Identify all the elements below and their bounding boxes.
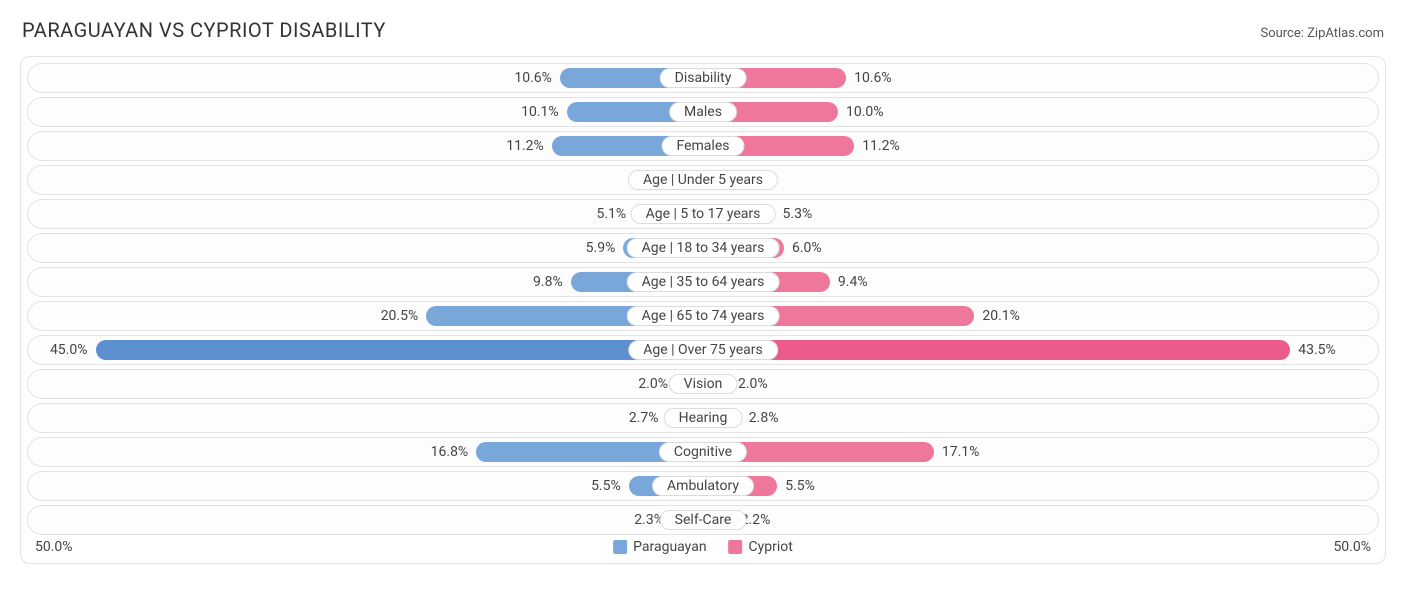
category-label: Males: [669, 102, 737, 122]
value-left: 10.6%: [514, 70, 552, 86]
category-label: Hearing: [664, 408, 743, 428]
chart-row: 2.0%1.3%Age | Under 5 years: [27, 165, 1379, 195]
chart-row: 2.3%2.2%Self-Care: [27, 505, 1379, 535]
value-left: 5.5%: [591, 478, 621, 494]
category-label: Self-Care: [660, 510, 747, 530]
value-right: 5.5%: [785, 478, 815, 494]
value-left: 5.9%: [586, 240, 616, 256]
bar-right: [703, 340, 1290, 360]
chart-row: 5.5% 5.5% Ambulatory: [27, 471, 1379, 501]
legend-item: Cypriot: [729, 539, 793, 555]
value-left: 16.8%: [431, 444, 469, 460]
value-left: 5.1%: [596, 206, 626, 222]
value-left: 2.0%: [638, 376, 668, 392]
value-right: 2.0%: [738, 376, 768, 392]
chart-row: 5.9% 6.0% Age | 18 to 34 years: [27, 233, 1379, 263]
value-right: 17.1%: [942, 444, 980, 460]
chart-title: PARAGUAYAN VS CYPRIOT DISABILITY: [22, 18, 386, 42]
value-right: 11.2%: [862, 138, 900, 154]
chart-row: 2.0% 2.0%Vision: [27, 369, 1379, 399]
category-label: Females: [662, 136, 745, 156]
diverging-bar-chart: 10.6% 10.6% Disability 10.1% 10.0% Males 11.2%…: [20, 56, 1386, 564]
legend-swatch: [613, 540, 627, 554]
category-label: Disability: [660, 68, 747, 88]
value-left: 2.7%: [629, 410, 659, 426]
axis-max-left: 50.0%: [35, 539, 73, 555]
chart-row: 20.5% 20.1% Age | 65 to 74 years: [27, 301, 1379, 331]
value-right: 2.8%: [749, 410, 779, 426]
value-left: 11.2%: [506, 138, 544, 154]
chart-row: 10.6% 10.6% Disability: [27, 63, 1379, 93]
category-label: Cognitive: [659, 442, 747, 462]
chart-row: 10.1% 10.0% Males: [27, 97, 1379, 127]
category-label: Age | 65 to 74 years: [627, 306, 780, 326]
value-left: 9.8%: [533, 274, 563, 290]
category-label: Ambulatory: [652, 476, 754, 496]
category-label: Age | Over 75 years: [628, 340, 778, 360]
value-right: 43.5%: [1298, 342, 1336, 358]
value-right: 6.0%: [792, 240, 822, 256]
chart-row: 16.8% 17.1% Cognitive: [27, 437, 1379, 467]
legend-swatch: [729, 540, 743, 554]
value-left: 10.1%: [521, 104, 559, 120]
chart-legend: Paraguayan Cypriot: [613, 539, 793, 555]
legend-item: Paraguayan: [613, 539, 706, 555]
value-left: 45.0%: [50, 342, 88, 358]
category-label: Age | 35 to 64 years: [627, 272, 780, 292]
bar-left: [96, 340, 704, 360]
chart-row: 9.8% 9.4% Age | 35 to 64 years: [27, 267, 1379, 297]
chart-footer: 50.0% Paraguayan Cypriot 50.0%: [27, 539, 1379, 559]
value-right: 5.3%: [783, 206, 813, 222]
value-right: 9.4%: [838, 274, 868, 290]
category-label: Age | 18 to 34 years: [627, 238, 780, 258]
value-right: 10.6%: [854, 70, 892, 86]
category-label: Age | Under 5 years: [628, 170, 778, 190]
chart-source: Source: ZipAtlas.com: [1260, 26, 1384, 41]
chart-row: 5.1% 5.3% Age | 5 to 17 years: [27, 199, 1379, 229]
axis-max-right: 50.0%: [1333, 539, 1371, 555]
value-left: 20.5%: [381, 308, 419, 324]
legend-label: Cypriot: [749, 539, 793, 555]
legend-label: Paraguayan: [633, 539, 706, 555]
chart-row: 45.0% 43.5% Age | Over 75 years: [27, 335, 1379, 365]
chart-row: 11.2% 11.2% Females: [27, 131, 1379, 161]
category-label: Age | 5 to 17 years: [631, 204, 776, 224]
value-right: 20.1%: [982, 308, 1020, 324]
chart-row: 2.7% 2.8% Hearing: [27, 403, 1379, 433]
category-label: Vision: [669, 374, 738, 394]
value-right: 10.0%: [846, 104, 884, 120]
